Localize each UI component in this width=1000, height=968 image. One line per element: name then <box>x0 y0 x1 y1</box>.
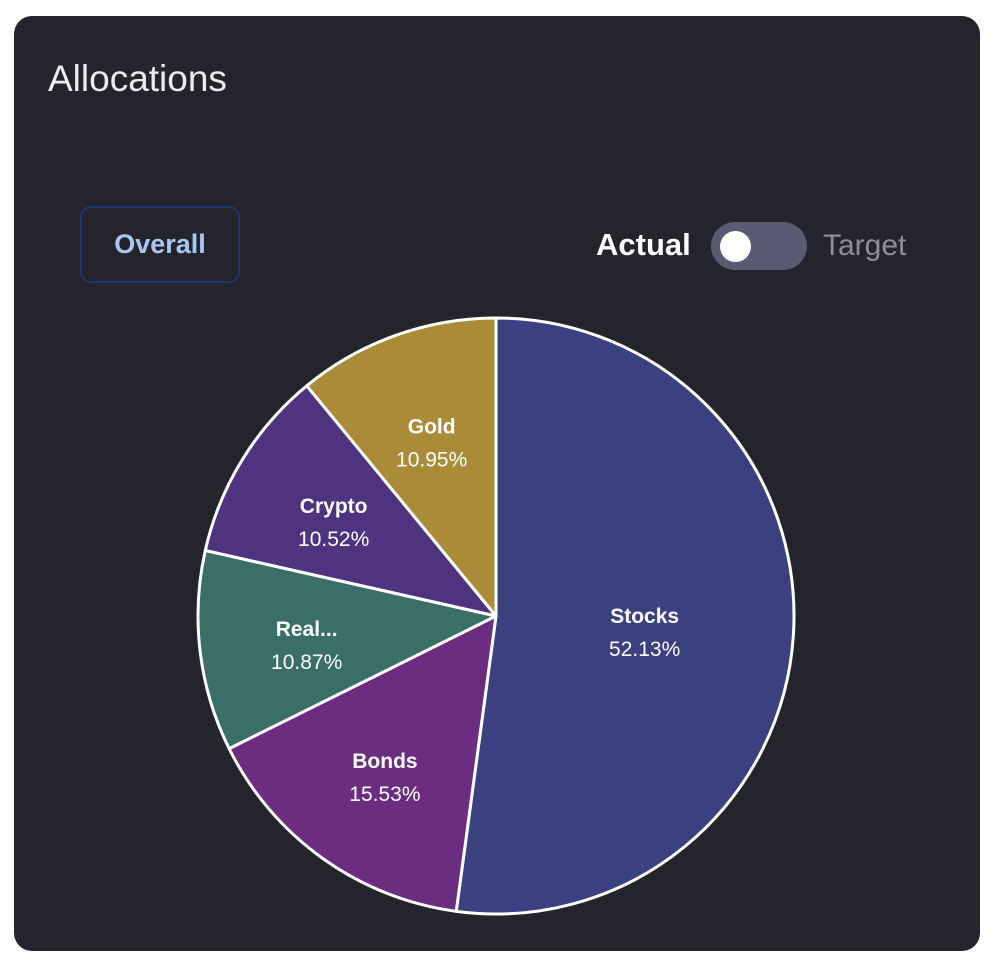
pie-slice-bonds[interactable] <box>227 614 498 913</box>
slice-label-crypto: Crypto <box>300 495 368 518</box>
slice-label-real: Real... <box>276 618 338 641</box>
slice-label-gold: Gold <box>408 415 456 438</box>
overall-button[interactable]: Overall <box>80 206 240 283</box>
actual-target-toggle[interactable] <box>711 222 807 270</box>
slice-value-stocks: 52.13% <box>609 638 680 661</box>
slice-value-gold: 10.95% <box>396 448 467 471</box>
slice-value-crypto: 10.52% <box>298 528 369 551</box>
target-label: Target <box>823 229 907 262</box>
allocation-pie-chart: Stocks 52.13% Bonds 15.53% Real... 10.87% Cryp… <box>196 316 796 916</box>
slice-label-bonds: Bonds <box>352 750 417 773</box>
card-title: Allocations <box>48 58 227 99</box>
toggle-knob <box>720 231 751 262</box>
slice-value-real: 10.87% <box>271 651 342 674</box>
pie-slice-gold[interactable] <box>305 316 498 618</box>
pie-slices <box>196 316 796 916</box>
pie-labels: Stocks 52.13% Bonds 15.53% Real... 10.87% Cryp… <box>271 415 680 806</box>
actual-label: Actual <box>596 227 691 262</box>
slice-value-bonds: 15.53% <box>349 783 420 806</box>
slice-label-stocks: Stocks <box>610 605 679 628</box>
allocations-card: Allocations Overall Actual Target Stocks… <box>14 16 980 951</box>
pie-slice-crypto[interactable] <box>203 384 498 618</box>
pie-slice-stocks[interactable] <box>454 316 796 916</box>
